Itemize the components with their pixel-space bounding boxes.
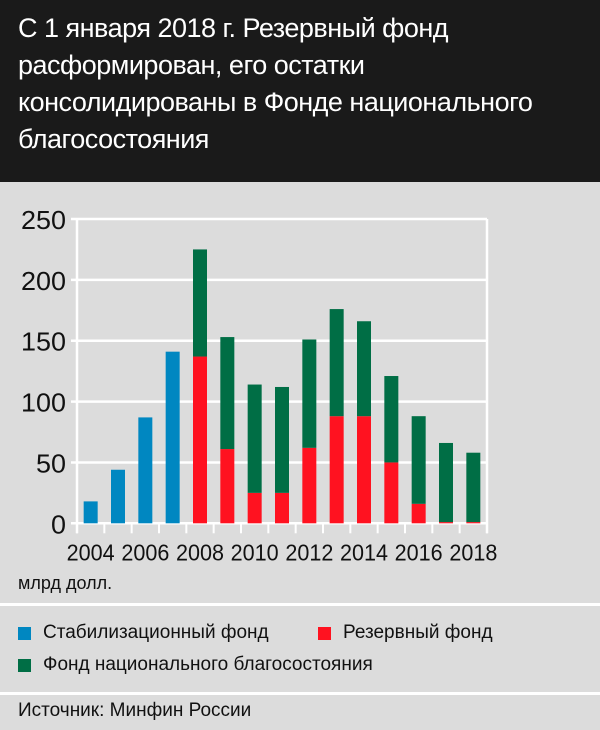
bar-2010-Резервный фонд xyxy=(247,492,262,524)
x-tick-label: 2008 xyxy=(176,539,224,565)
bar-2009-Фонд национального благосостояния xyxy=(220,337,235,450)
x-tick-label: 2010 xyxy=(231,539,279,565)
legend-swatch xyxy=(18,626,31,640)
y-tick-label: 250 xyxy=(21,205,66,235)
bar-2016-Резервный фонд xyxy=(411,503,426,524)
bar-2011-Фонд национального благосостояния xyxy=(275,386,289,493)
bar-2018-Фонд национального благосостояния xyxy=(466,452,481,523)
x-tick-label: 2012 xyxy=(285,539,333,565)
chart-title: С 1 января 2018 г. Резервный фонд расфор… xyxy=(0,0,600,182)
unit-label: млрд долл. xyxy=(18,573,113,593)
bar-2004-Стабилизационный фонд xyxy=(83,501,98,524)
bar-2005-Стабилизационный фонд xyxy=(111,469,125,524)
bar-2014-Резервный фонд xyxy=(357,416,371,524)
divider xyxy=(0,692,600,695)
bar-2009-Резервный фонд xyxy=(220,449,235,524)
legend-label: Фонд национального благосостояния xyxy=(43,654,373,675)
bar-2010-Фонд национального благосостояния xyxy=(247,384,262,493)
y-tick-label: 100 xyxy=(21,388,66,418)
y-tick-label: 150 xyxy=(21,327,66,357)
x-tick-label: 2016 xyxy=(395,539,443,565)
legend-label: Стабилизационный фонд xyxy=(43,622,269,643)
bar-2016-Фонд национального благосостояния xyxy=(411,416,426,504)
bar-2014-Фонд национального благосостояния xyxy=(357,321,371,417)
y-tick-label: 0 xyxy=(51,509,66,539)
bar-2011-Резервный фонд xyxy=(275,492,289,524)
legend-item-stabilization: Стабилизационный фонд xyxy=(18,622,269,644)
legend-swatch xyxy=(318,626,331,640)
legend-item-nwf: Фонд национального благосостояния xyxy=(18,654,373,676)
bar-2012-Фонд национального благосостояния xyxy=(302,339,317,448)
y-tick-label: 50 xyxy=(36,448,66,478)
divider xyxy=(0,603,600,606)
bar-2013-Резервный фонд xyxy=(329,416,344,524)
bar-2013-Фонд национального благосостояния xyxy=(329,309,344,417)
bar-2006-Стабилизационный фонд xyxy=(138,417,153,524)
bar-2012-Резервный фонд xyxy=(302,447,317,524)
x-tick-label: 2018 xyxy=(449,539,497,565)
y-tick-label: 200 xyxy=(21,266,66,296)
bar-2018-Резервный фонд xyxy=(466,522,481,524)
x-tick-label: 2006 xyxy=(121,539,169,565)
bar-2015-Фонд национального благосостояния xyxy=(384,376,399,463)
bar-2008-Фонд национального благосостояния xyxy=(193,249,207,357)
bar-2015-Резервный фонд xyxy=(384,462,399,524)
stacked-bar-chart: 0 50 100 150 200 250 2004 2006 2008 2010 2012 2014 2… xyxy=(21,205,497,565)
legend-swatch xyxy=(18,658,31,672)
legend-item-reserve: Резервный фонд xyxy=(318,622,493,644)
legend-label: Резервный фонд xyxy=(343,622,493,643)
x-tick-label: 2014 xyxy=(340,539,388,565)
bar-2007-Стабилизационный фонд xyxy=(165,351,180,524)
bar-2008-Резервный фонд xyxy=(193,356,207,524)
bar-2017-Фонд национального благосостояния xyxy=(439,442,453,523)
source-note: Источник: Минфин России xyxy=(18,700,252,721)
x-tick-label: 2004 xyxy=(67,539,115,565)
bar-2017-Резервный фонд xyxy=(439,522,453,524)
